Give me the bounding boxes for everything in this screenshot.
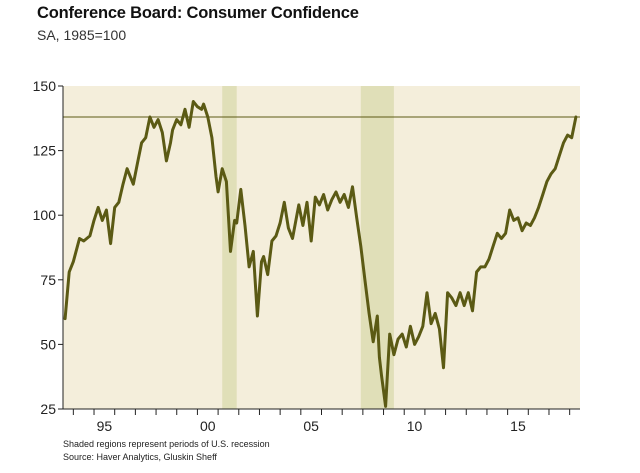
x-tick-label: 00 (200, 418, 216, 434)
y-tick-label: 25 (40, 401, 56, 417)
x-tick-label: 15 (510, 418, 526, 434)
axes: 25 50 75 100 125 150 95 00 05 10 15 (33, 78, 580, 434)
y-tick-label: 100 (33, 207, 57, 223)
chart-subtitle: SA, 1985=100 (37, 27, 127, 43)
x-tick-label: 10 (407, 418, 423, 434)
chart-title: Conference Board: Consumer Confidence (37, 4, 359, 22)
y-tick-label: 150 (33, 78, 57, 94)
plot-background (63, 86, 580, 409)
x-tick-label: 95 (97, 418, 113, 434)
footnote-recession: Shaded regions represent periods of U.S.… (63, 439, 270, 449)
y-tick-label: 75 (40, 272, 56, 288)
series-line-consumer-confidence (63, 100, 578, 408)
y-tick-label: 50 (40, 336, 56, 352)
footnote-source: Source: Haver Analytics, Gluskin Sheff (63, 452, 217, 462)
y-tick-label: 125 (33, 143, 57, 159)
x-tick-label: 05 (303, 418, 319, 434)
